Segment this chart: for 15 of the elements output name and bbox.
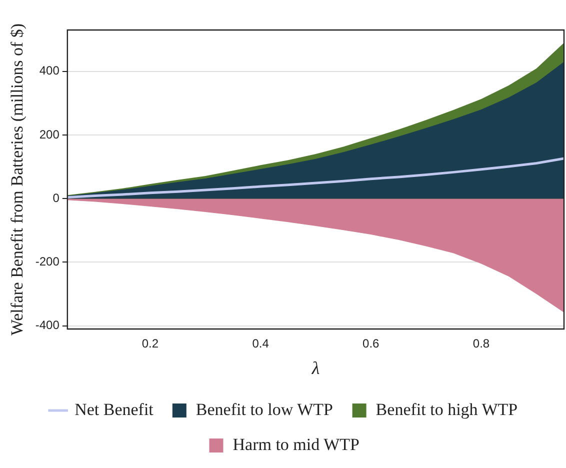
x-tick-label: 0.4 [252,336,270,351]
x-tick-label: 0.8 [472,336,490,351]
x-axis-title: λ [310,358,320,378]
y-tick-label: 200 [39,127,60,142]
y-tick-label: -200 [35,254,60,269]
x-tick-label: 0.6 [362,336,380,351]
legend-label: Benefit to low WTP [196,400,334,419]
legend-label: Net Benefit [74,400,154,419]
legend-label: Harm to mid WTP [232,434,360,454]
y-tick-label: -400 [35,318,60,332]
y-tick-label: 0 [52,190,60,205]
y-tick-label: 400 [39,64,60,78]
x-tick-label: 0.2 [142,336,159,351]
legend-label: Benefit to high WTP [376,400,518,419]
y-axis-title: Welfare Benefit from Batteries (millions of $) [8,23,27,336]
